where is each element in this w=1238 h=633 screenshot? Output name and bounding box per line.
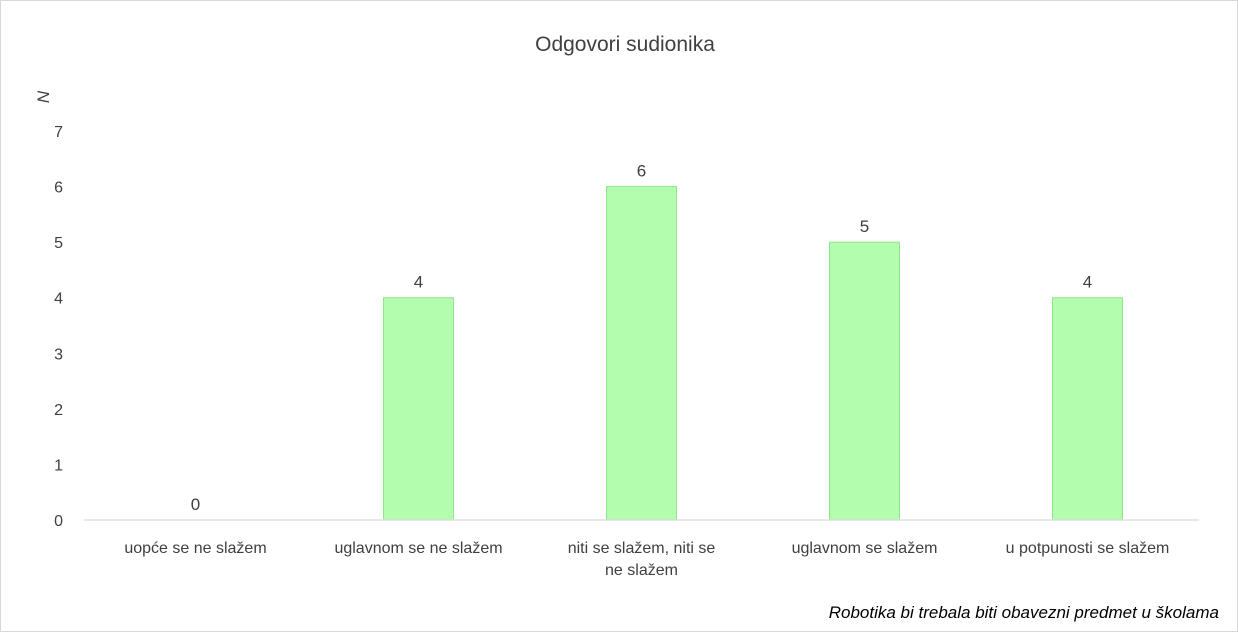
data-label: 5 [860, 217, 869, 236]
y-tick-label: 6 [54, 180, 63, 197]
bar [383, 297, 454, 521]
chart-title: Odgovori sudionika [535, 33, 715, 56]
x-axis-label: Robotika bi trebala biti obavezni predme… [829, 603, 1219, 622]
y-tick-label: 1 [54, 457, 63, 474]
category-labels: uopće se ne slažem uglavnom se ne slažem n… [124, 540, 1169, 579]
data-label: 6 [637, 162, 646, 181]
data-label: 4 [1083, 273, 1092, 292]
bars [383, 186, 1123, 521]
bar [829, 241, 900, 521]
y-tick-label: 5 [54, 235, 63, 252]
y-axis-label: N [34, 90, 53, 103]
y-tick-label: 0 [54, 513, 63, 530]
category-label: uopće se ne slažem [124, 540, 266, 557]
y-tick-label: 3 [54, 346, 63, 363]
category-label: niti se slažem, niti se ne slažem [568, 540, 716, 579]
category-label: u potpunosti se slažem [1006, 540, 1170, 557]
y-axis-ticks: 0 1 2 3 4 5 6 7 [54, 124, 63, 530]
y-tick-label: 7 [54, 124, 63, 141]
category-label: uglavnom se slažem [792, 540, 938, 557]
bar [606, 186, 677, 521]
data-label: 0 [191, 495, 200, 514]
bar [1052, 297, 1123, 521]
data-labels: 0 4 6 5 4 [191, 162, 1092, 514]
y-tick-label: 4 [54, 291, 63, 308]
data-label: 4 [414, 273, 423, 292]
category-label: uglavnom se ne slažem [334, 540, 502, 557]
y-tick-label: 2 [54, 402, 63, 419]
